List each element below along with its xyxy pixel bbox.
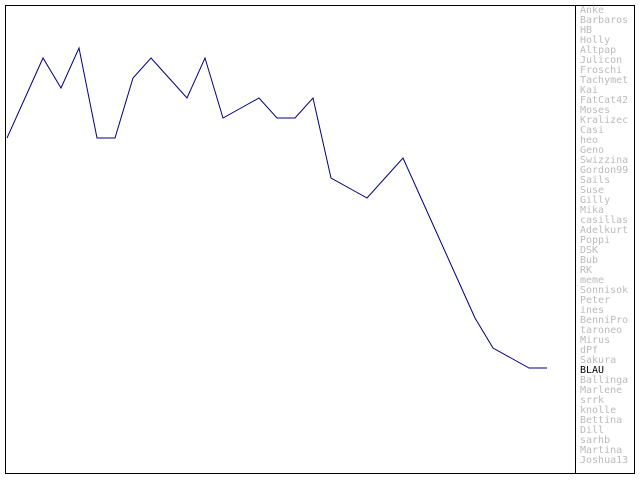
rank-label: Julicon [580, 55, 622, 66]
rank-label: Froschi [580, 65, 622, 76]
rank-label: Bub [580, 255, 598, 266]
rank-label: Sonnisok [580, 285, 628, 296]
rank-label: Moses [580, 105, 610, 116]
rank-label: Mika [580, 205, 604, 216]
rank-label: DSK [580, 245, 598, 256]
rank-label: BenniPro [580, 315, 628, 326]
rank-label: Gordon99 [580, 165, 628, 176]
series-line [6, 46, 547, 369]
rank-label: Gilly [580, 195, 610, 206]
rank-label: Altpap [580, 45, 616, 56]
rank-label: Holly [580, 35, 610, 46]
rank-label: knolle [580, 405, 616, 416]
rank-label: Joshua13 [580, 455, 628, 466]
rank-label: Kai [580, 85, 598, 96]
rank-label: Sakura [580, 355, 616, 366]
rank-label: taroneo [580, 325, 622, 336]
rank-label: FatCat42 [580, 95, 628, 106]
rank-label: ines [580, 305, 604, 316]
rank-label: Peter [580, 295, 610, 306]
rank-label: Tachymet [580, 75, 628, 86]
frame [5, 5, 635, 474]
rank-label: Bettina [580, 415, 622, 426]
rank-label: Adelkurt [580, 225, 628, 236]
rank-label: Poppi [580, 235, 610, 246]
rank-label: Mirus [580, 335, 610, 346]
rank-label: Barbaros [580, 15, 628, 26]
rank-label: Marlene [580, 385, 622, 396]
rank-label: Geno [580, 145, 604, 156]
rank-label: Martina [580, 445, 622, 456]
rank-label: HB [580, 25, 592, 36]
rank-label: Dill [580, 425, 604, 436]
rank-label: Casi [580, 125, 604, 136]
rank-label: RK [580, 265, 592, 276]
rank-label: srrk [580, 395, 604, 406]
rank-label: heo [580, 135, 598, 146]
rank-label: sarhb [580, 435, 610, 446]
rank-label: Sails [580, 175, 610, 186]
rank-label: casillas [580, 215, 628, 226]
rank-label: Swizzina [580, 155, 628, 166]
rank-label: Suse [580, 185, 604, 196]
rank-label: Ballinga [580, 375, 628, 386]
rank-label: dPf [580, 345, 598, 356]
rank-label: BLAU [580, 365, 604, 376]
rank-label: meme [580, 275, 604, 286]
rank-label: Kralizec [580, 115, 628, 126]
rank-label: Anke [580, 5, 604, 16]
